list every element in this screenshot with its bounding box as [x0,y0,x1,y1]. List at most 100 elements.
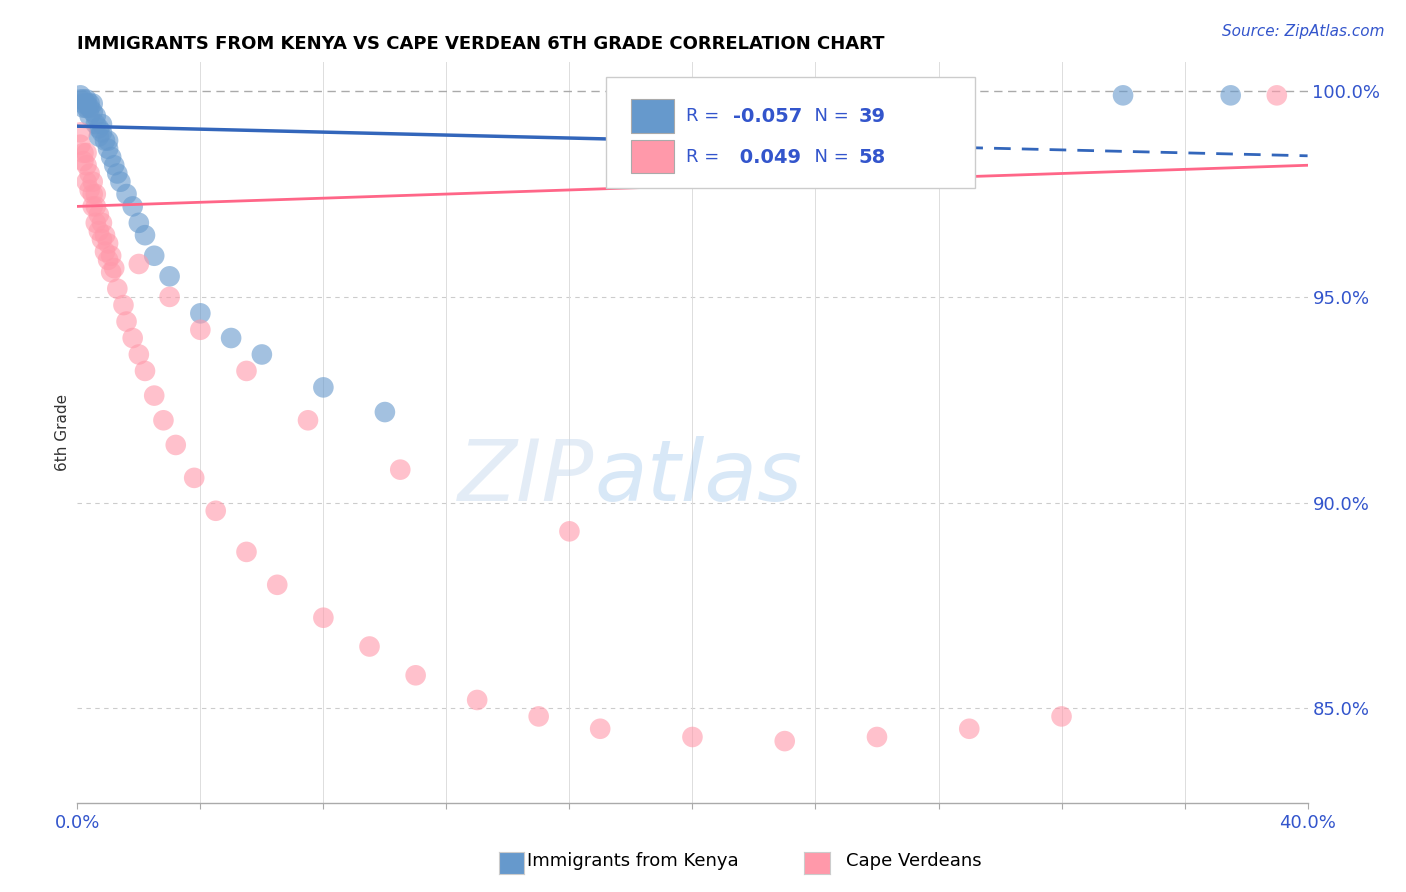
Point [79,101,101,115]
Point [159,290,181,304]
Point [72,145,94,160]
Text: 39: 39 [859,107,886,126]
Point [235,545,257,559]
Point [100,249,122,263]
FancyBboxPatch shape [631,99,673,133]
Point [76,175,98,189]
Point [152,413,174,427]
Point [82,199,104,213]
Point [297,413,319,427]
Point [79,183,101,197]
Point [100,150,122,164]
Point [82,96,104,111]
Point [682,730,704,744]
Point [76,101,98,115]
Point [1112,88,1135,103]
Point [94,228,117,243]
Text: Cape Verdeans: Cape Verdeans [846,852,981,870]
Text: Source: ZipAtlas.com: Source: ZipAtlas.com [1222,24,1385,39]
Point [97,142,120,156]
Point [97,236,120,251]
Point [72,101,94,115]
Point [143,388,166,402]
Point [1265,88,1288,103]
Point [82,104,104,119]
Text: IMMIGRANTS FROM KENYA VS CAPE VERDEAN 6TH GRADE CORRELATION CHART: IMMIGRANTS FROM KENYA VS CAPE VERDEAN 6T… [77,35,884,53]
Point [69,137,91,152]
Point [112,298,135,312]
Point [866,730,889,744]
Point [87,224,110,238]
Point [87,129,110,144]
Point [105,166,128,180]
Point [69,93,91,107]
Point [90,125,114,139]
Point [188,323,212,337]
Point [589,722,612,736]
Point [69,88,91,103]
Point [773,734,796,748]
Point [97,134,120,148]
Text: R =: R = [686,108,725,126]
Point [134,228,156,243]
Point [312,611,335,625]
Point [69,125,91,139]
Point [72,154,94,169]
Point [100,265,122,279]
Point [219,331,242,345]
Point [266,578,288,592]
Point [128,216,150,230]
Point [87,121,110,136]
Point [235,364,257,378]
Point [90,216,114,230]
Point [159,269,181,284]
Point [103,261,125,276]
Point [79,109,101,123]
Point [183,471,205,485]
Point [389,462,412,476]
Point [465,693,488,707]
Text: N =: N = [803,108,855,126]
Point [527,709,550,723]
Point [165,438,187,452]
Point [72,93,94,107]
FancyBboxPatch shape [606,78,976,188]
Point [128,347,150,361]
Point [84,216,107,230]
Point [90,117,114,131]
Point [1219,88,1241,103]
Point [1050,709,1073,723]
Text: R =: R = [686,148,725,166]
Point [72,96,94,111]
Point [312,380,335,394]
Y-axis label: 6th Grade: 6th Grade [55,394,70,471]
Point [128,257,150,271]
Point [121,331,143,345]
Point [558,524,581,539]
Text: ZIP: ZIP [458,435,595,518]
Point [76,158,98,172]
Text: 0.049: 0.049 [733,148,801,167]
Point [84,109,107,123]
FancyBboxPatch shape [631,140,673,173]
Point [94,134,117,148]
Point [110,175,132,189]
Point [79,96,101,111]
Text: 58: 58 [859,148,886,167]
Point [79,166,101,180]
Text: atlas: atlas [595,435,801,518]
Point [121,199,143,213]
Point [87,208,110,222]
Point [82,187,104,202]
Point [94,244,117,259]
Point [84,117,107,131]
Point [405,668,427,682]
Point [115,315,138,329]
Point [76,145,98,160]
Point [374,405,396,419]
Point [90,232,114,246]
Text: Immigrants from Kenya: Immigrants from Kenya [527,852,738,870]
Point [97,252,120,267]
Text: -0.057: -0.057 [733,107,803,126]
Point [204,504,226,518]
